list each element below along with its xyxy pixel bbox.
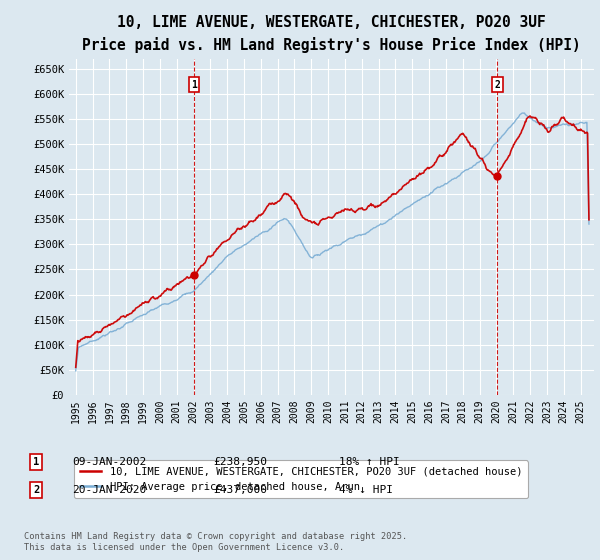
Text: 1: 1 <box>191 80 197 90</box>
Text: Contains HM Land Registry data © Crown copyright and database right 2025.
This d: Contains HM Land Registry data © Crown c… <box>24 532 407 552</box>
Text: 09-JAN-2002: 09-JAN-2002 <box>72 457 146 467</box>
Text: 20-JAN-2020: 20-JAN-2020 <box>72 485 146 495</box>
Text: £437,000: £437,000 <box>213 485 267 495</box>
Legend: 10, LIME AVENUE, WESTERGATE, CHICHESTER, PO20 3UF (detached house), HPI: Average: 10, LIME AVENUE, WESTERGATE, CHICHESTER,… <box>74 460 529 498</box>
Text: 2: 2 <box>33 485 39 495</box>
Text: £238,950: £238,950 <box>213 457 267 467</box>
Text: 18% ↑ HPI: 18% ↑ HPI <box>339 457 400 467</box>
Text: 4% ↓ HPI: 4% ↓ HPI <box>339 485 393 495</box>
Text: 2: 2 <box>494 80 500 90</box>
Title: 10, LIME AVENUE, WESTERGATE, CHICHESTER, PO20 3UF
Price paid vs. HM Land Registr: 10, LIME AVENUE, WESTERGATE, CHICHESTER,… <box>82 15 581 53</box>
Text: 1: 1 <box>33 457 39 467</box>
